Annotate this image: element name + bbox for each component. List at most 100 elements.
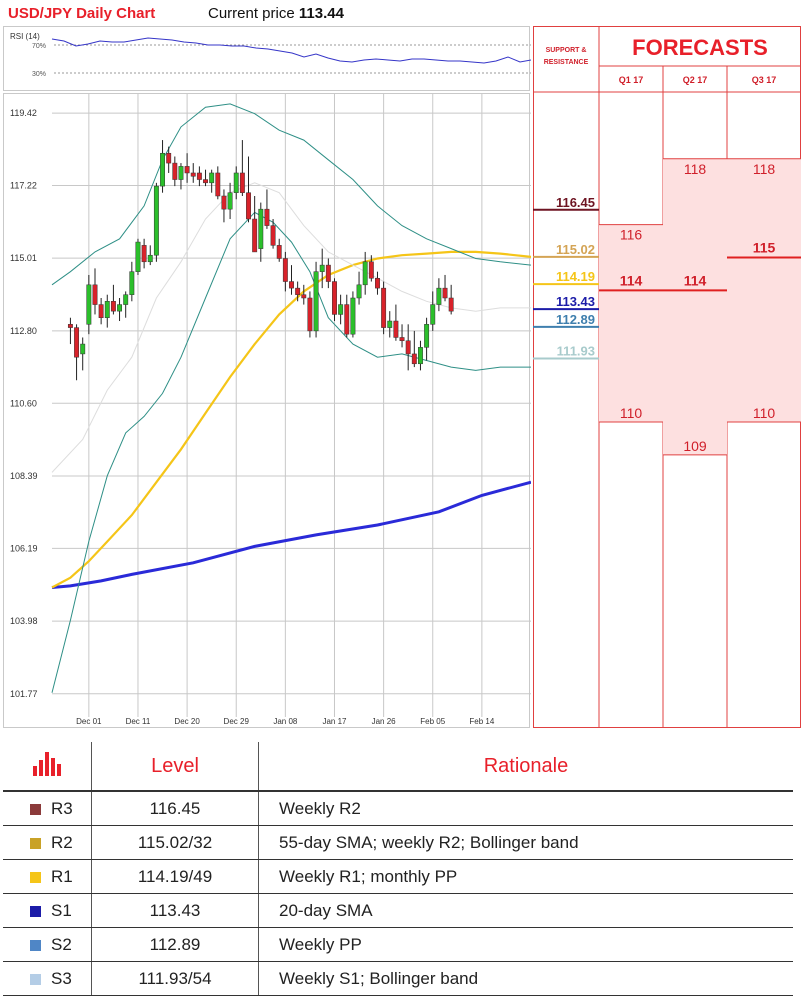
candle-body — [405, 340, 411, 355]
forecast-mid-label: 115 — [753, 240, 776, 256]
table-row: S1 113.43 20-day SMA — [3, 893, 793, 928]
candle-body — [215, 172, 221, 197]
forecast-ranges-layer: 116 114 110 118 114 109 118 115 110 116.45 115.02 1… — [533, 158, 801, 456]
level-name-cell: R1 — [3, 859, 92, 894]
candle-body — [356, 284, 362, 299]
y-tick-label: 119.42 — [10, 108, 37, 118]
table-row: R1 114.19/49 Weekly R1; monthly PP — [3, 859, 793, 894]
candle-body — [239, 172, 245, 193]
candle-body — [98, 304, 104, 318]
series-line-sma200 — [51, 480, 532, 589]
candle-body — [264, 208, 270, 226]
candle-body — [393, 320, 399, 338]
forecast-svg: SUPPORT & RESISTANCE FORECASTS Q1 17 Q2 … — [533, 26, 801, 728]
candle-body — [301, 294, 307, 299]
candle-body — [442, 287, 448, 299]
candle-body — [344, 304, 350, 335]
forecast-panel: SUPPORT & RESISTANCE FORECASTS Q1 17 Q2 … — [533, 26, 801, 728]
candle-body — [289, 281, 294, 289]
y-tick-label: 108.39 — [10, 471, 38, 481]
forecast-title: FORECASTS — [632, 35, 768, 60]
sr-level-label: 112.89 — [556, 312, 595, 327]
level-swatch — [30, 905, 41, 917]
candle-body — [147, 254, 153, 263]
x-tick-label: Feb 05 — [420, 717, 445, 726]
candle-body — [399, 337, 405, 342]
y-tick-label: 103.98 — [10, 616, 38, 626]
level-swatch — [30, 803, 41, 815]
level-value: 111.93/54 — [91, 961, 259, 996]
candle-body — [411, 353, 417, 365]
forecast-high-label: 116 — [620, 227, 643, 243]
level-swatch — [30, 939, 41, 951]
candle-body — [209, 172, 215, 184]
forecast-col-q2: Q2 17 — [683, 75, 708, 85]
candle-body — [172, 162, 178, 180]
candle-body — [319, 264, 325, 272]
candle-body — [246, 192, 251, 220]
candle-body — [135, 241, 141, 272]
price-chart-svg: 119.42 117.22 115.01 112.80 110.60 108.39 106.… — [10, 94, 532, 726]
candle-body — [178, 166, 184, 180]
level-name: S3 — [51, 968, 72, 988]
sr-level-label: 116.45 — [556, 195, 595, 210]
level-name: R2 — [51, 832, 73, 852]
candle-body — [153, 185, 159, 256]
forecast-low-label: 110 — [753, 405, 776, 421]
candle-body — [258, 208, 264, 249]
level-value: 115.02/32 — [91, 825, 259, 860]
candle-body — [129, 271, 135, 295]
y-tick-label: 110.60 — [10, 398, 37, 408]
price-chart-panel: 119.42 117.22 115.01 112.80 110.60 108.39 106.… — [3, 93, 532, 728]
rsi-label: RSI (14) — [10, 32, 40, 41]
candle-body — [80, 343, 86, 355]
candle-body — [448, 297, 454, 312]
level-name: S2 — [51, 934, 72, 954]
level-rationale: Weekly PP — [258, 927, 793, 962]
level-name: R1 — [51, 866, 73, 886]
bar-chart-icon — [33, 752, 61, 776]
candle-body — [338, 304, 344, 315]
candle-body — [276, 245, 282, 259]
sr-label-line1: SUPPORT & — [546, 47, 587, 54]
candle-body — [117, 304, 123, 312]
candle-body — [196, 172, 202, 180]
level-swatch — [30, 837, 41, 849]
forecast-low-label: 109 — [683, 438, 707, 454]
grid-layer — [52, 94, 531, 717]
x-tick-label: Dec 01 — [76, 717, 102, 726]
series-line-bb_upper — [51, 103, 532, 286]
candle-body — [160, 152, 165, 187]
candle-body — [307, 297, 313, 332]
levels-table: Level Rationale R3 116.45 Weekly R2 R2 115.… — [3, 742, 793, 996]
table-row: R3 116.45 Weekly R2 — [3, 791, 793, 826]
level-value: 112.89 — [91, 927, 259, 962]
level-name-cell: S3 — [3, 961, 92, 996]
sr-level-label: 115.02 — [556, 242, 595, 257]
sr-level-label: 113.43 — [556, 294, 595, 309]
level-value: 116.45 — [91, 791, 259, 826]
table-header-icon-cell — [3, 742, 92, 792]
forecast-low-label: 110 — [620, 405, 643, 421]
series-line-sma55 — [51, 250, 532, 589]
level-rationale: 55-day SMA; weekly R2; Bollinger band — [258, 825, 793, 860]
x-tick-label: Dec 11 — [126, 717, 151, 726]
forecast-mid-label: 114 — [684, 272, 707, 288]
y-tick-label: 117.22 — [10, 180, 37, 190]
candle-body — [418, 347, 423, 365]
level-name-cell: R3 — [3, 791, 92, 826]
candle-body — [436, 287, 442, 305]
chart-title: USD/JPY Daily Chart — [8, 5, 156, 22]
forecast-col-q1: Q1 17 — [619, 75, 644, 85]
sr-level-label: 114.19 — [556, 269, 595, 284]
candle-body — [350, 297, 356, 335]
x-tick-label: Jan 26 — [372, 717, 397, 726]
table-header-level: Level — [91, 742, 259, 792]
candle-body — [190, 172, 196, 177]
forecast-range-band — [599, 224, 663, 423]
candle-body — [368, 261, 374, 279]
candle-body — [387, 320, 393, 328]
candle-body — [110, 301, 116, 312]
rsi-line — [51, 37, 532, 64]
x-tick-label: Dec 29 — [224, 717, 250, 726]
